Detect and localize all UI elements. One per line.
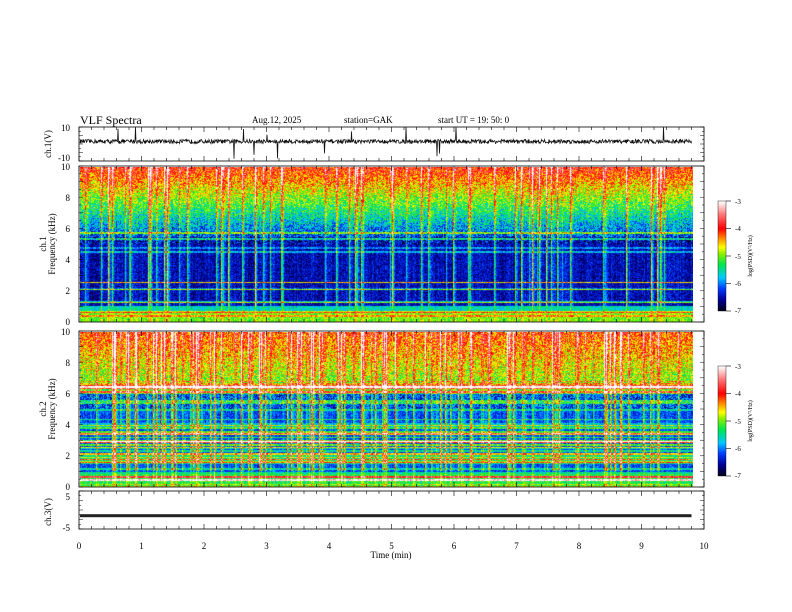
spec1-ytick: 2 [66,286,71,296]
spec1-ytick: 10 [61,162,71,172]
spec1-ytick: 4 [66,255,71,265]
spec2-ytick: 4 [66,420,71,430]
ch3-ylabel: ch.3(V) [43,498,53,526]
spec1-ytick: 0 [66,317,71,327]
spec2-ytick: 8 [66,358,71,368]
x-tick-label: 6 [452,541,457,551]
colorbar-frame [717,200,727,312]
colorbar-ch1 [718,201,726,311]
colorbar-frame [717,365,727,477]
spec1-ytick: 8 [66,193,71,203]
spec1-ylabel: Frequency (kHz) [47,213,57,274]
x-tick-label: 10 [700,541,710,551]
colorbar2-tick: -6 [735,445,741,453]
x-tick-label: 4 [327,541,332,551]
ch1-ytick: -10 [58,153,70,163]
x-tick-label: 0 [77,541,82,551]
colorbar-ch2 [718,366,726,476]
panel-frame [78,126,705,162]
ch1-ytick: 10 [61,123,71,133]
spec2-ytick: 6 [66,389,71,399]
colorbar2-tick: -5 [735,418,741,426]
colorbar2-tick: -3 [735,363,741,371]
colorbar1-tick: -3 [735,198,741,206]
ch3-waveform [80,514,692,518]
panel-frame [78,490,705,530]
station-label: station=GAK [344,115,393,125]
ch1-spectrogram [80,167,693,322]
spec2-ytick: 2 [66,451,71,461]
spec1-ylabel-top: ch.1 [38,236,48,251]
colorbar1-label: log(PSD)(V²/Hz) [747,235,754,276]
colorbar2-tick: -7 [735,472,741,480]
ch3-ytick: -5 [63,523,71,533]
colorbar1-tick: -5 [735,253,741,261]
x-tick-label: 8 [577,541,582,551]
x-axis-label: Time (min) [371,550,412,560]
spec1-ytick: 6 [66,224,71,234]
date-label: Aug.12, 2025 [252,115,302,125]
x-tick-label: 1 [139,541,144,551]
x-tick-label: 2 [202,541,207,551]
spec2-ytick: 0 [66,482,71,492]
x-tick-label: 7 [514,541,519,551]
colorbar1-tick: -6 [735,280,741,288]
figure-title: VLF Spectra [80,113,142,127]
colorbar2-label: log(PSD)(V²/Hz) [747,400,754,441]
ch2-spectrogram [80,332,693,487]
spec2-ylabel-top: ch.2 [38,401,48,416]
ch1-ylabel: ch.1(V) [43,130,53,158]
panel-frame [78,330,705,488]
colorbar1-tick: -7 [735,307,741,315]
panel-frame [78,165,705,323]
ch3-ytick: 5 [66,492,71,502]
start-time-label: start UT = 19: 50: 0 [438,115,510,125]
spec2-ylabel: Frequency (kHz) [47,378,57,439]
x-tick-label: 3 [264,541,269,551]
x-tick-label: 9 [639,541,644,551]
spec2-ytick: 10 [61,327,71,337]
x-tick-label: 5 [389,541,394,551]
ch1-waveform [79,126,692,159]
colorbar1-tick: -4 [735,225,741,233]
colorbar2-tick: -4 [735,390,741,398]
